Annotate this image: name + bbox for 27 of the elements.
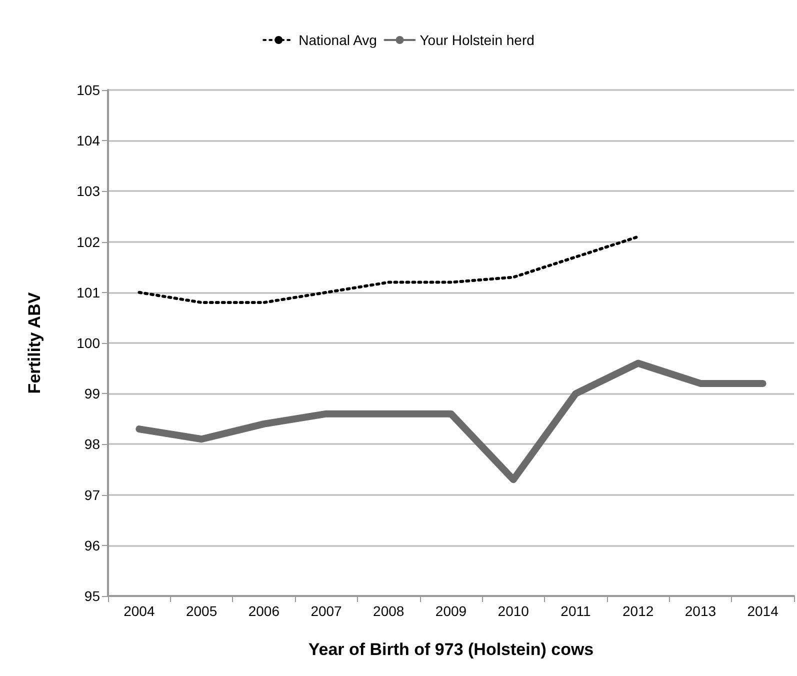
- y-tick-label: 101: [76, 284, 100, 300]
- x-tick-label: 2004: [124, 603, 155, 619]
- x-tick-label: 2010: [498, 603, 530, 619]
- x-tick-label: 2012: [622, 603, 654, 619]
- x-tick-label: 2013: [684, 603, 716, 619]
- y-tick-label: 100: [76, 335, 100, 351]
- y-tick-label: 102: [76, 234, 100, 250]
- line-series: [138, 235, 640, 304]
- y-tick-label: 97: [84, 486, 100, 503]
- y-tick-label: 104: [76, 132, 100, 149]
- legend-label: Your Holstein herd: [420, 32, 534, 48]
- x-tick-label: 2006: [248, 603, 280, 619]
- y-tick-label: 95: [84, 588, 100, 604]
- x-axis-title: Year of Birth of 973 (Holstein) cows: [308, 640, 594, 659]
- x-tick-label: 2011: [560, 603, 591, 619]
- y-tick-label: 105: [76, 82, 100, 98]
- x-tick-label: 2007: [310, 603, 342, 619]
- x-tick-label: 2014: [747, 603, 779, 619]
- x-tick-label: 2008: [373, 603, 404, 619]
- x-tick-label: 2005: [186, 603, 218, 619]
- y-axis-title: Fertility ABV: [25, 292, 44, 394]
- y-tick-label: 99: [84, 386, 100, 402]
- y-tick-label: 98: [84, 436, 100, 452]
- y-tick-label: 103: [76, 183, 100, 200]
- y-tick-label: 96: [84, 537, 100, 554]
- legend-label: National Avg: [298, 32, 377, 48]
- x-tick-label: 2009: [435, 603, 467, 619]
